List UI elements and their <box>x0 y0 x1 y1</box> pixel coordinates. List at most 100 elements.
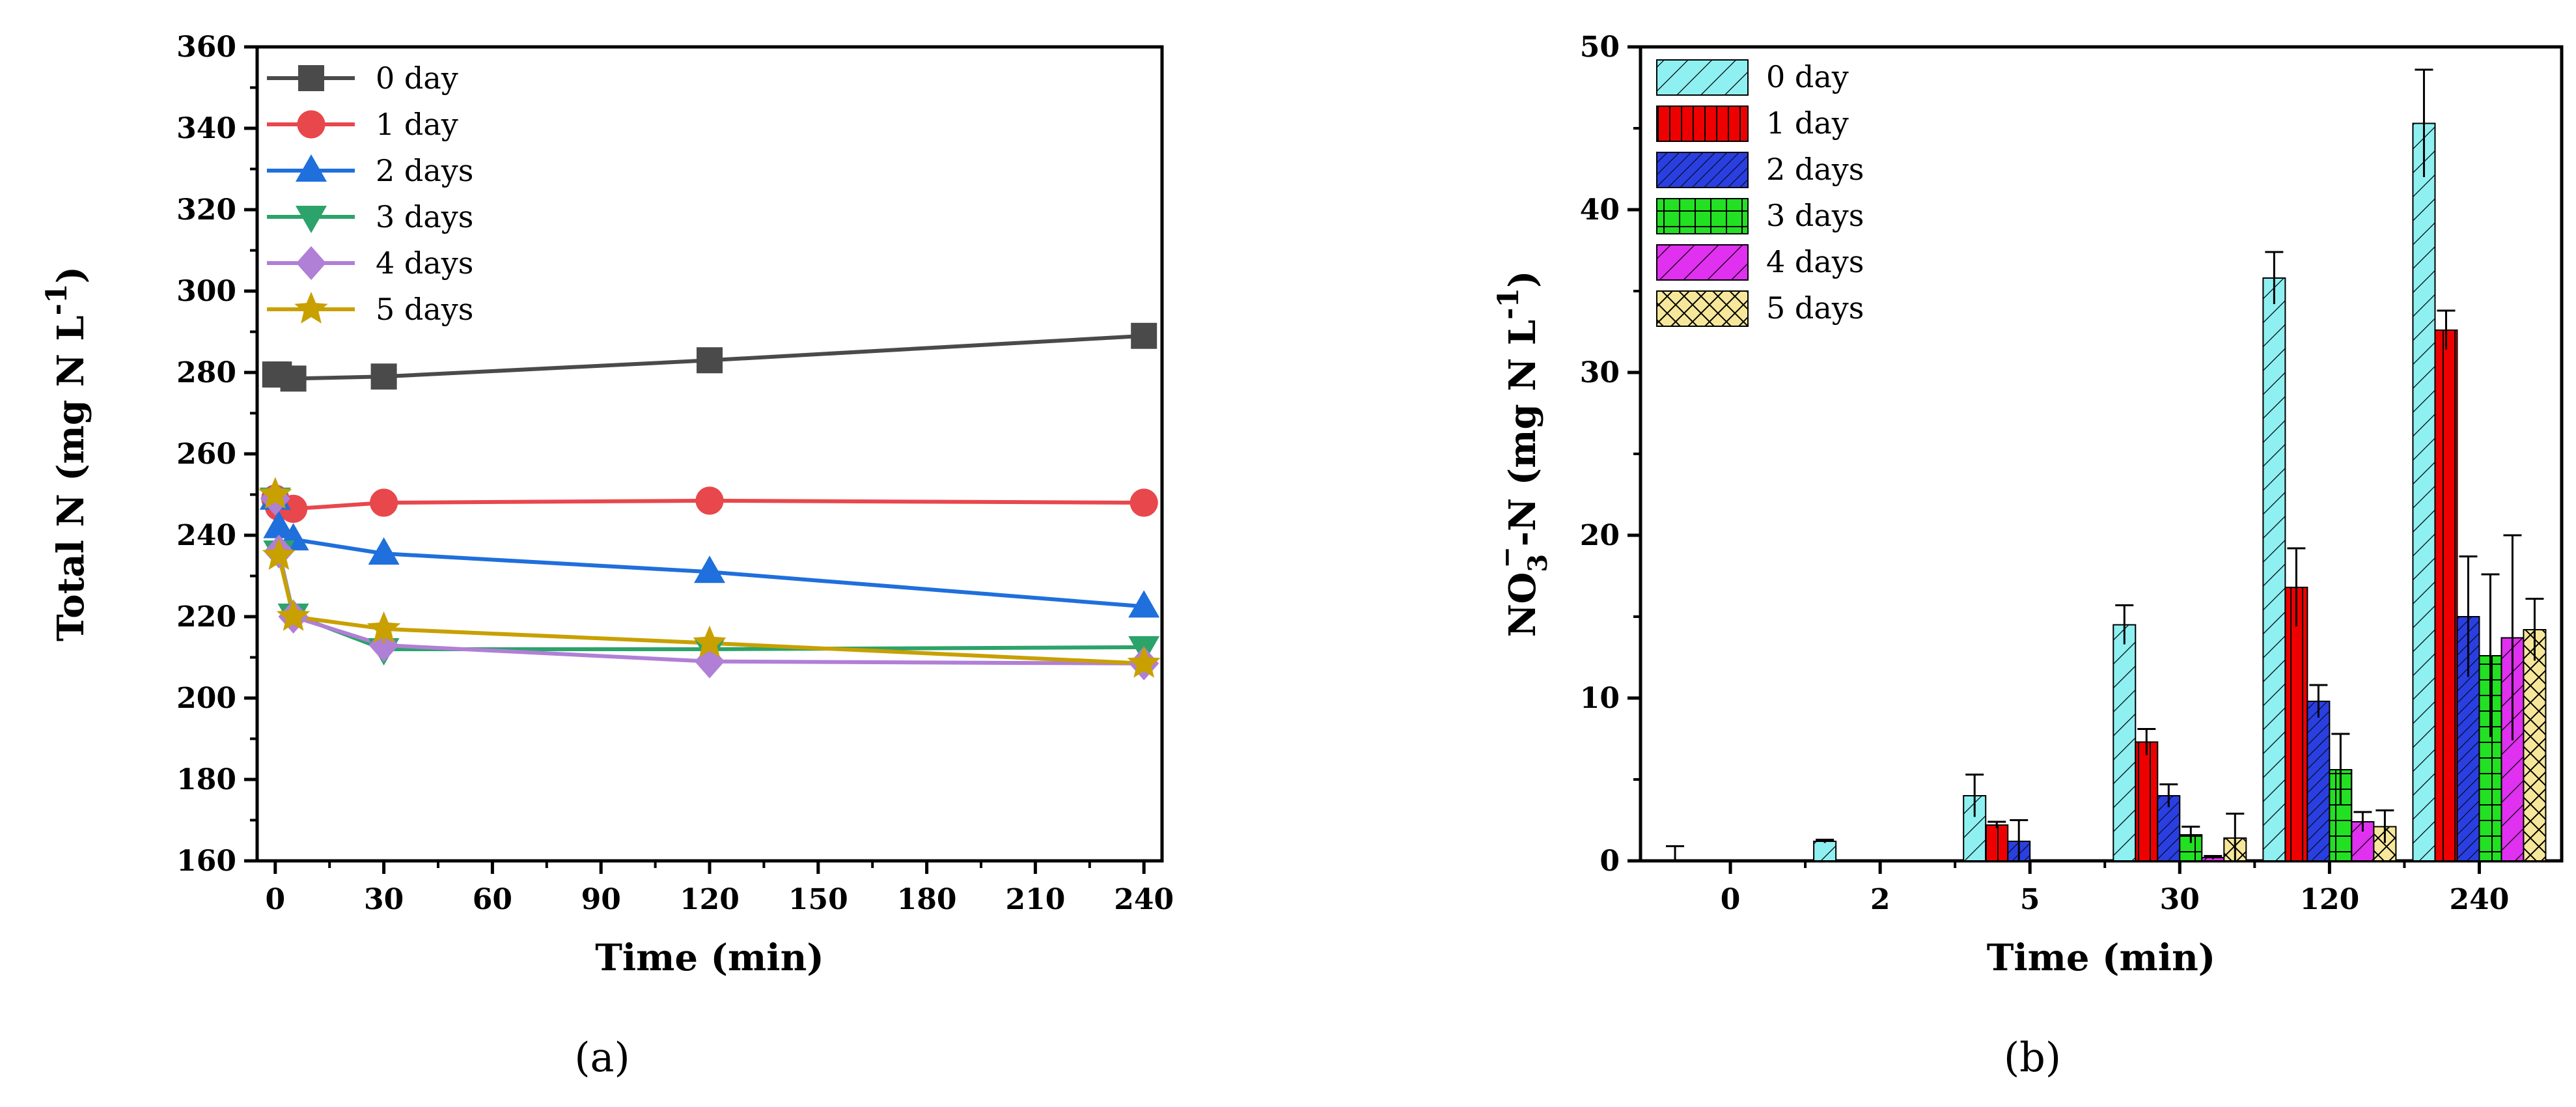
chart-b-y-tick-label: 40 <box>1580 193 1620 227</box>
chart-b-y-tick-label: 50 <box>1580 31 1620 64</box>
chart-b-y-axis-title-sup: − <box>1491 546 1522 568</box>
chart-a-y-axis-title-main: Total N (mg N L <box>49 315 92 641</box>
chart-a-data-point <box>695 486 724 515</box>
chart-b-bar <box>2135 741 2159 862</box>
chart-b-ticks: 0 10 20 30 40 50 0 2 5 30 120 240 <box>1580 31 2510 916</box>
chart-b-legend-label: 1 day <box>1766 105 1849 141</box>
chart-a-x-tick-label: 120 <box>680 883 740 916</box>
chart-a-x-tick-label: 180 <box>897 883 957 916</box>
chart-a-y-tick-label: 220 <box>176 600 236 634</box>
chart-a-series-line <box>273 498 1144 609</box>
chart-a-data-point <box>258 477 292 509</box>
chart-b-bar <box>2306 701 2331 862</box>
chart-b-legend-swatch <box>1656 290 1749 327</box>
chart-b-legend-label: 4 days <box>1766 244 1864 279</box>
chart-a-x-tick-label: 30 <box>364 883 404 916</box>
chart-a-data-point <box>263 511 295 539</box>
chart-a-y-tick-label: 240 <box>176 519 236 552</box>
chart-b-y-axis-title-no: NO <box>1501 572 1544 638</box>
chart-a-y-axis-title-close: ) <box>49 266 92 284</box>
chart-a-y-tick-label: 260 <box>176 438 236 471</box>
chart-a-data-point <box>1127 645 1161 678</box>
chart-b: 0 10 20 30 40 50 0 2 5 30 120 240 0 day 1 day 2 days 3… <box>1491 31 2564 1081</box>
chart-b-bar <box>1813 841 1837 862</box>
chart-b-y-tick-label: 10 <box>1580 682 1620 715</box>
chart-b-y-tick-label: 0 <box>1600 845 1620 878</box>
chart-b-x-tick-label: 0 <box>1721 883 1741 916</box>
chart-b-y-axis-title: NO3−-N (mg N L-1) <box>1491 270 1553 637</box>
chart-b-legend-swatch <box>1656 105 1749 142</box>
chart-b-bar <box>2284 587 2308 862</box>
chart-a-legend-label: 3 days <box>376 199 473 234</box>
chart-a-panel-label: (a) <box>574 1033 630 1081</box>
chart-a-legend-marker <box>294 292 328 324</box>
chart-b-legend-swatch <box>1656 244 1749 281</box>
chart-b-y-axis-title-mid: -N (mg N L <box>1501 320 1544 546</box>
chart-a-data-point <box>1128 590 1160 618</box>
chart-a-legend-marker <box>296 206 327 233</box>
chart-a-data-point <box>370 488 398 517</box>
chart-a-legend-label: 0 day <box>376 61 458 96</box>
chart-b-bar <box>2112 624 2137 862</box>
chart-b-x-axis-title: Time (min) <box>1987 936 2216 979</box>
chart-b-x-tick-label: 30 <box>2160 883 2200 916</box>
chart-a-y-tick-label: 360 <box>176 31 236 64</box>
chart-a-data-point <box>262 538 296 570</box>
chart-a-legend-label: 1 day <box>376 107 458 142</box>
chart-b-legend-label: 3 days <box>1766 198 1864 233</box>
chart-a-legend-marker <box>298 65 324 91</box>
chart-b-x-tick-label: 240 <box>2450 883 2510 916</box>
chart-b-bar <box>1985 824 2009 862</box>
chart-a-y-axis-title-sup: -1 <box>40 283 74 315</box>
chart-b-x-tick-label: 120 <box>2299 883 2359 916</box>
chart-b-bar <box>2262 277 2286 862</box>
chart-a-data-point <box>1129 488 1158 517</box>
chart-a-y-tick-label: 300 <box>176 275 236 308</box>
chart-b-bar <box>2523 629 2547 862</box>
chart-a-legend-label: 2 days <box>376 153 473 188</box>
chart-b-bars <box>1666 68 2547 862</box>
chart-a-data-point <box>280 365 307 392</box>
chart-a-data-point <box>368 537 400 565</box>
chart-b-legend-label: 5 days <box>1766 290 1864 326</box>
chart-a-x-tick-label: 240 <box>1114 883 1174 916</box>
chart-a-x-tick-label: 150 <box>788 883 848 916</box>
chart-b-bar <box>2373 826 2397 862</box>
chart-a-x-tick-label: 210 <box>1005 883 1065 916</box>
chart-a-data-point <box>1131 322 1157 349</box>
chart-a-legend-marker <box>296 154 327 182</box>
chart-a-ticks: 160 180 200 220 240 260 280 300 320 340 360 0 30 60 90… <box>176 31 1174 916</box>
chart-a-x-tick-label: 0 <box>265 883 285 916</box>
chart-a-y-axis-title: Total N (mg N L-1) <box>40 266 92 641</box>
chart-b-bar <box>2412 122 2436 862</box>
chart-a-x-axis-title: Time (min) <box>595 936 824 979</box>
chart-a-series <box>258 322 1161 680</box>
chart-a-y-tick-label: 280 <box>176 356 236 389</box>
chart-a-data-point <box>693 625 727 658</box>
chart-b-y-tick-label: 30 <box>1580 356 1620 389</box>
chart-a-legend-label: 5 days <box>376 292 473 327</box>
chart-b-x-tick-label: 2 <box>1870 883 1890 916</box>
chart-a-data-point <box>694 555 725 583</box>
chart-a-data-point <box>370 363 397 390</box>
chart-b-y-axis-title-sup2: -1 <box>1492 288 1525 320</box>
chart-a-y-tick-label: 320 <box>176 193 236 227</box>
chart-a-legend: 0 day 1 day 2 days 3 days 4 days 5 days <box>267 61 473 327</box>
chart-b-legend-swatch <box>1656 152 1749 188</box>
chart-b-legend-label: 0 day <box>1766 59 1849 94</box>
chart-b-y-axis-title-sub: 3 <box>1523 554 1553 572</box>
chart-a-legend-marker <box>296 246 326 280</box>
chart-b-legend-swatch <box>1656 198 1749 234</box>
chart-b-x-tick-label: 5 <box>2020 883 2040 916</box>
chart-a-x-tick-label: 90 <box>581 883 621 916</box>
chart-a-x-tick-label: 60 <box>473 883 512 916</box>
chart-b-y-axis-title-close: ) <box>1501 270 1544 288</box>
chart-a-legend-label: 4 days <box>376 245 473 281</box>
chart-a-legend-marker <box>297 110 325 139</box>
chart-a-y-tick-label: 340 <box>176 112 236 145</box>
chart-b-legend-label: 2 days <box>1766 152 1864 187</box>
chart-a-data-point <box>697 347 723 374</box>
chart-b-legend-swatch <box>1656 59 1749 96</box>
